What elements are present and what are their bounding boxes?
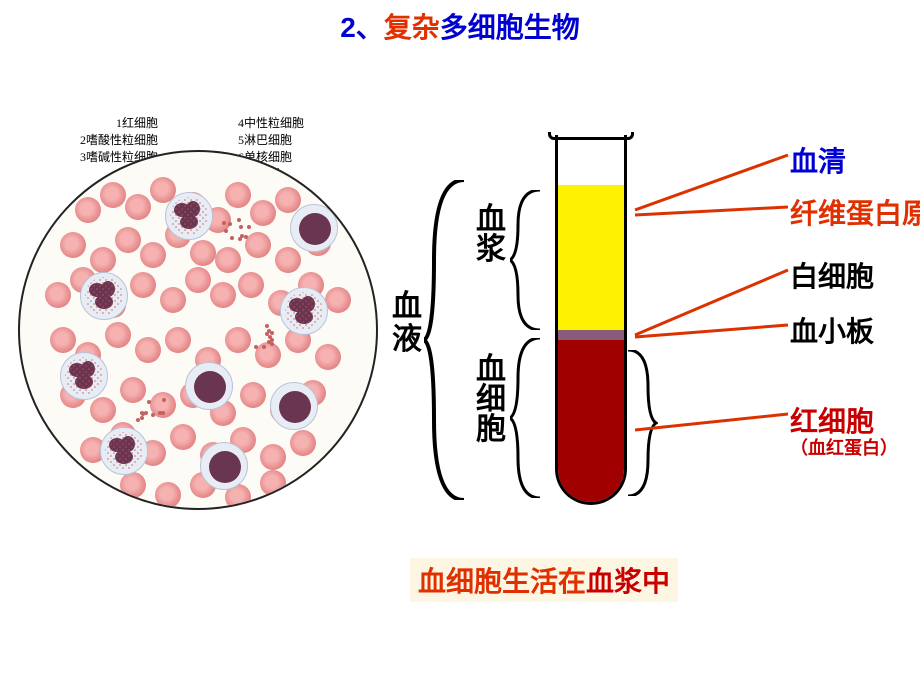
label-hemoglobin: （血红蛋白） bbox=[790, 434, 898, 460]
legend-item: 4中性粒细胞 bbox=[238, 114, 368, 131]
red-blood-cell bbox=[325, 287, 351, 313]
red-blood-cell bbox=[260, 444, 286, 470]
red-blood-cell bbox=[105, 322, 131, 348]
footnote: 血细胞生活在血浆中 bbox=[410, 558, 678, 602]
red-blood-cell bbox=[115, 227, 141, 253]
red-blood-cell bbox=[190, 240, 216, 266]
legend-item: 2嗜酸性粒细胞 bbox=[38, 131, 158, 148]
white-blood-cell bbox=[165, 192, 213, 240]
red-blood-cell bbox=[90, 247, 116, 273]
title-part1: 复杂 bbox=[384, 12, 440, 43]
red-blood-cell bbox=[50, 327, 76, 353]
label-fibrinogen: 纤维蛋白原 bbox=[790, 192, 920, 232]
red-blood-cell bbox=[275, 247, 301, 273]
red-blood-cell bbox=[165, 327, 191, 353]
label-wbc: 白细胞 bbox=[790, 255, 874, 295]
red-blood-cell bbox=[130, 272, 156, 298]
microscope-view bbox=[18, 150, 378, 510]
red-blood-cell bbox=[290, 430, 316, 456]
white-blood-cell bbox=[200, 442, 248, 490]
blood-composition-diagram: 血液 血浆 血细胞 血清纤维蛋白原白细胞血小板红细胞（血红蛋白） bbox=[400, 110, 920, 540]
red-blood-cell bbox=[45, 282, 71, 308]
red-blood-cell bbox=[140, 242, 166, 268]
white-blood-cell bbox=[60, 352, 108, 400]
red-blood-cell bbox=[135, 337, 161, 363]
platelet-cluster bbox=[135, 397, 171, 427]
title-part2: 多细胞生物 bbox=[440, 12, 580, 43]
white-blood-cell bbox=[185, 362, 233, 410]
footnote-part2: 血浆中 bbox=[586, 566, 670, 597]
microscope-legend-left: 1红细胞2嗜酸性粒细胞3嗜碱性粒细胞 bbox=[38, 114, 158, 165]
legend-item: 1红细胞 bbox=[38, 114, 158, 131]
red-blood-cell bbox=[240, 382, 266, 408]
white-blood-cell bbox=[80, 272, 128, 320]
red-blood-cell bbox=[160, 287, 186, 313]
red-blood-cell bbox=[225, 182, 251, 208]
red-blood-cell bbox=[170, 424, 196, 450]
red-blood-cell bbox=[215, 247, 241, 273]
platelet-cluster bbox=[248, 322, 284, 352]
red-blood-cell bbox=[60, 232, 86, 258]
label-platelets: 血小板 bbox=[790, 310, 874, 350]
white-blood-cell bbox=[290, 204, 338, 252]
platelet-cluster bbox=[220, 217, 256, 247]
title-number: 2 bbox=[340, 12, 356, 43]
label-serum: 血清 bbox=[790, 140, 846, 180]
leader-line bbox=[635, 155, 788, 210]
red-blood-cell bbox=[75, 197, 101, 223]
white-blood-cell bbox=[100, 427, 148, 475]
title-comma: 、 bbox=[356, 12, 384, 43]
page-title: 2、复杂多细胞生物 bbox=[0, 6, 920, 46]
red-blood-cell bbox=[155, 482, 181, 508]
microscope-figure: 1红细胞2嗜酸性粒细胞3嗜碱性粒细胞 4中性粒细胞5淋巴细胞6单核细胞7血小板 bbox=[8, 120, 398, 510]
leader-line bbox=[635, 207, 788, 215]
red-blood-cell bbox=[100, 182, 126, 208]
red-blood-cell bbox=[125, 194, 151, 220]
red-blood-cell bbox=[185, 267, 211, 293]
red-blood-cell bbox=[90, 397, 116, 423]
legend-item: 5淋巴细胞 bbox=[238, 131, 368, 148]
red-blood-cell bbox=[315, 344, 341, 370]
white-blood-cell bbox=[280, 287, 328, 335]
footnote-part1: 血细胞生活在 bbox=[418, 566, 586, 597]
leader-line bbox=[635, 270, 788, 335]
red-blood-cell bbox=[120, 472, 146, 498]
red-blood-cell bbox=[238, 272, 264, 298]
red-blood-cell bbox=[210, 282, 236, 308]
white-blood-cell bbox=[270, 382, 318, 430]
red-blood-cell bbox=[260, 470, 286, 496]
leader-line bbox=[635, 414, 788, 430]
